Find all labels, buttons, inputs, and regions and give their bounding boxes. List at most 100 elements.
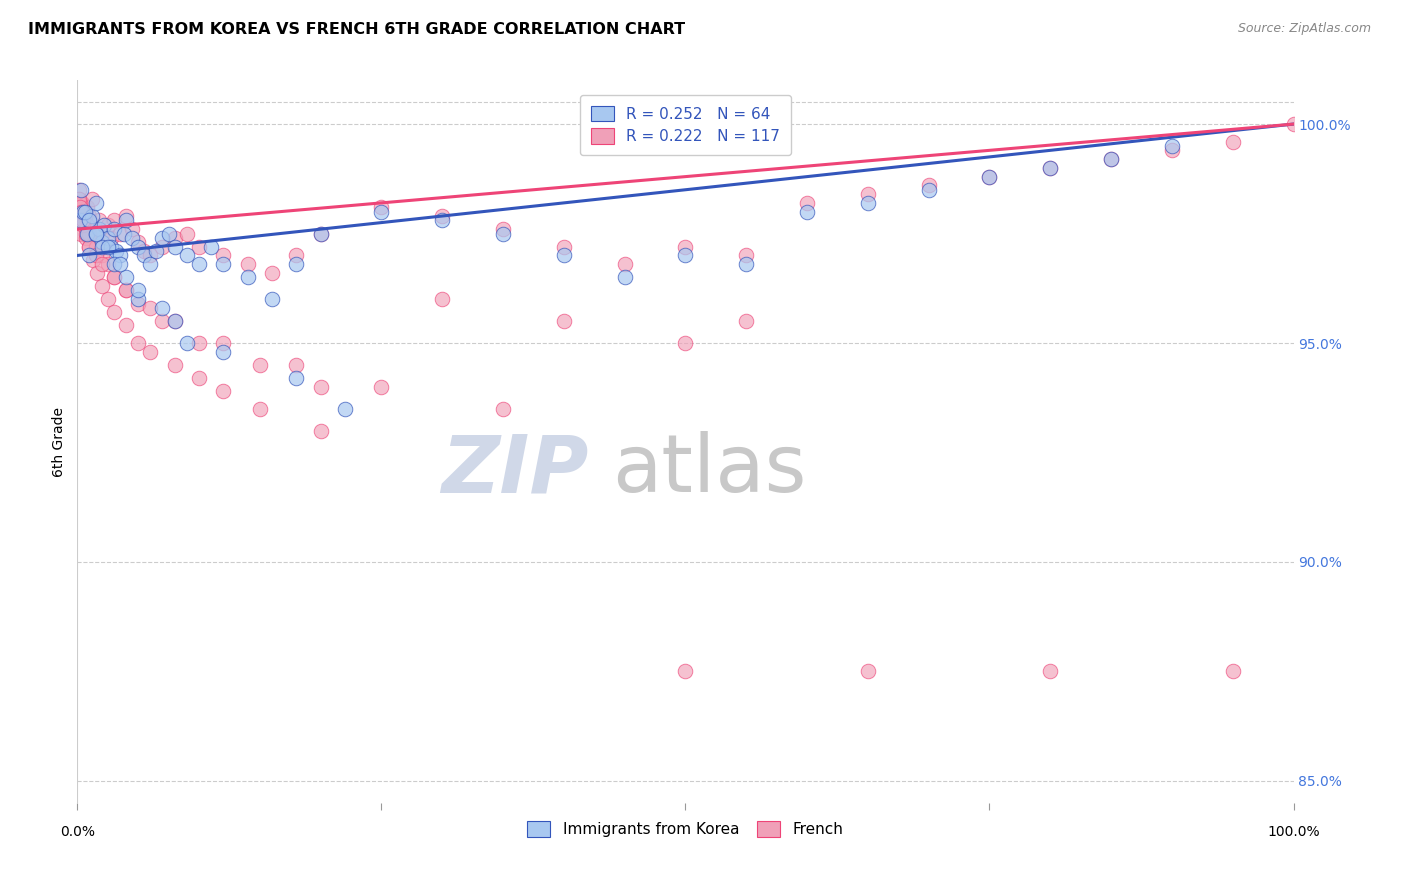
Point (856, 187, 879, 202)
Point (79, 248, 101, 262)
Point (103, 270, 125, 285)
Point (176, 248, 198, 262)
Point (84, 195, 107, 210)
Point (163, 314, 186, 328)
Point (90, 235, 112, 250)
Point (103, 213, 125, 227)
Point (285, 257, 308, 271)
Point (73, 213, 96, 227)
Point (212, 336, 235, 351)
Text: 0.0%: 0.0% (60, 825, 94, 838)
Point (1161, 139, 1184, 153)
Point (127, 240, 149, 254)
Point (856, 195, 879, 210)
Point (103, 222, 125, 236)
Point (163, 314, 186, 328)
Point (553, 240, 575, 254)
Point (188, 240, 211, 254)
Point (139, 301, 162, 315)
Point (675, 248, 697, 262)
Point (97, 292, 120, 306)
Point (285, 248, 308, 262)
Point (309, 380, 332, 394)
Point (89, 213, 111, 227)
Point (70, 209, 93, 223)
Text: Source: ZipAtlas.com: Source: ZipAtlas.com (1237, 22, 1371, 36)
Point (492, 401, 515, 416)
Point (115, 270, 138, 285)
Point (73, 209, 96, 223)
Point (127, 336, 149, 351)
Point (108, 227, 131, 241)
Point (236, 257, 259, 271)
Point (84, 227, 107, 241)
Point (70, 227, 93, 241)
Point (918, 178, 941, 193)
Point (675, 336, 697, 351)
Point (100, 231, 122, 245)
Point (70, 195, 93, 210)
Point (333, 401, 356, 416)
Point (76, 200, 98, 214)
Point (67, 192, 90, 206)
Point (115, 284, 138, 298)
Point (188, 336, 211, 351)
Point (97, 218, 120, 232)
Point (152, 231, 174, 245)
Point (75, 227, 97, 241)
Point (309, 424, 332, 438)
Point (80, 192, 103, 206)
Point (1222, 135, 1244, 149)
Point (430, 213, 453, 227)
Point (79, 240, 101, 254)
Point (115, 209, 138, 223)
Point (134, 244, 156, 258)
Point (1039, 161, 1062, 175)
Point (1099, 152, 1122, 166)
Point (430, 292, 453, 306)
Point (90, 240, 112, 254)
Point (309, 227, 332, 241)
Point (163, 358, 186, 372)
Point (553, 314, 575, 328)
Point (97, 240, 120, 254)
Point (115, 318, 138, 333)
Point (152, 314, 174, 328)
Text: atlas: atlas (613, 432, 807, 509)
Point (90, 227, 112, 241)
Point (212, 257, 235, 271)
Point (73, 204, 96, 219)
Point (492, 222, 515, 236)
Point (139, 344, 162, 359)
Point (370, 204, 392, 219)
Point (735, 248, 758, 262)
Point (134, 248, 156, 262)
Point (249, 401, 271, 416)
Point (152, 240, 174, 254)
Point (108, 257, 131, 271)
Point (103, 270, 125, 285)
Point (100, 240, 122, 254)
Point (75, 231, 97, 245)
Point (492, 227, 515, 241)
Point (97, 257, 120, 271)
Point (796, 204, 818, 219)
Point (70, 204, 93, 219)
Point (97, 231, 120, 245)
Point (115, 284, 138, 298)
Point (260, 292, 283, 306)
Point (127, 235, 149, 250)
Point (979, 169, 1001, 184)
Point (1039, 161, 1062, 175)
Point (370, 200, 392, 214)
Point (69, 204, 91, 219)
Point (212, 248, 235, 262)
Point (82, 252, 104, 267)
Point (1222, 665, 1244, 679)
Point (152, 301, 174, 315)
Point (127, 296, 149, 310)
Point (163, 240, 186, 254)
Point (69, 195, 91, 210)
Point (188, 257, 211, 271)
Point (430, 209, 453, 223)
